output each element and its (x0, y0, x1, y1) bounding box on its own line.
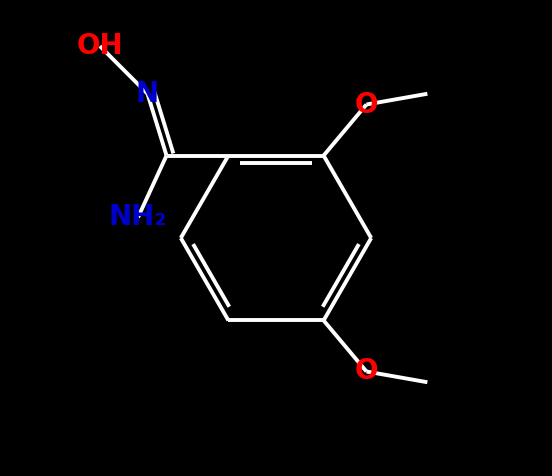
Text: O: O (355, 90, 378, 119)
Text: N: N (136, 79, 159, 108)
Text: O: O (355, 357, 378, 386)
Text: OH: OH (77, 32, 123, 60)
Text: NH₂: NH₂ (109, 203, 167, 231)
